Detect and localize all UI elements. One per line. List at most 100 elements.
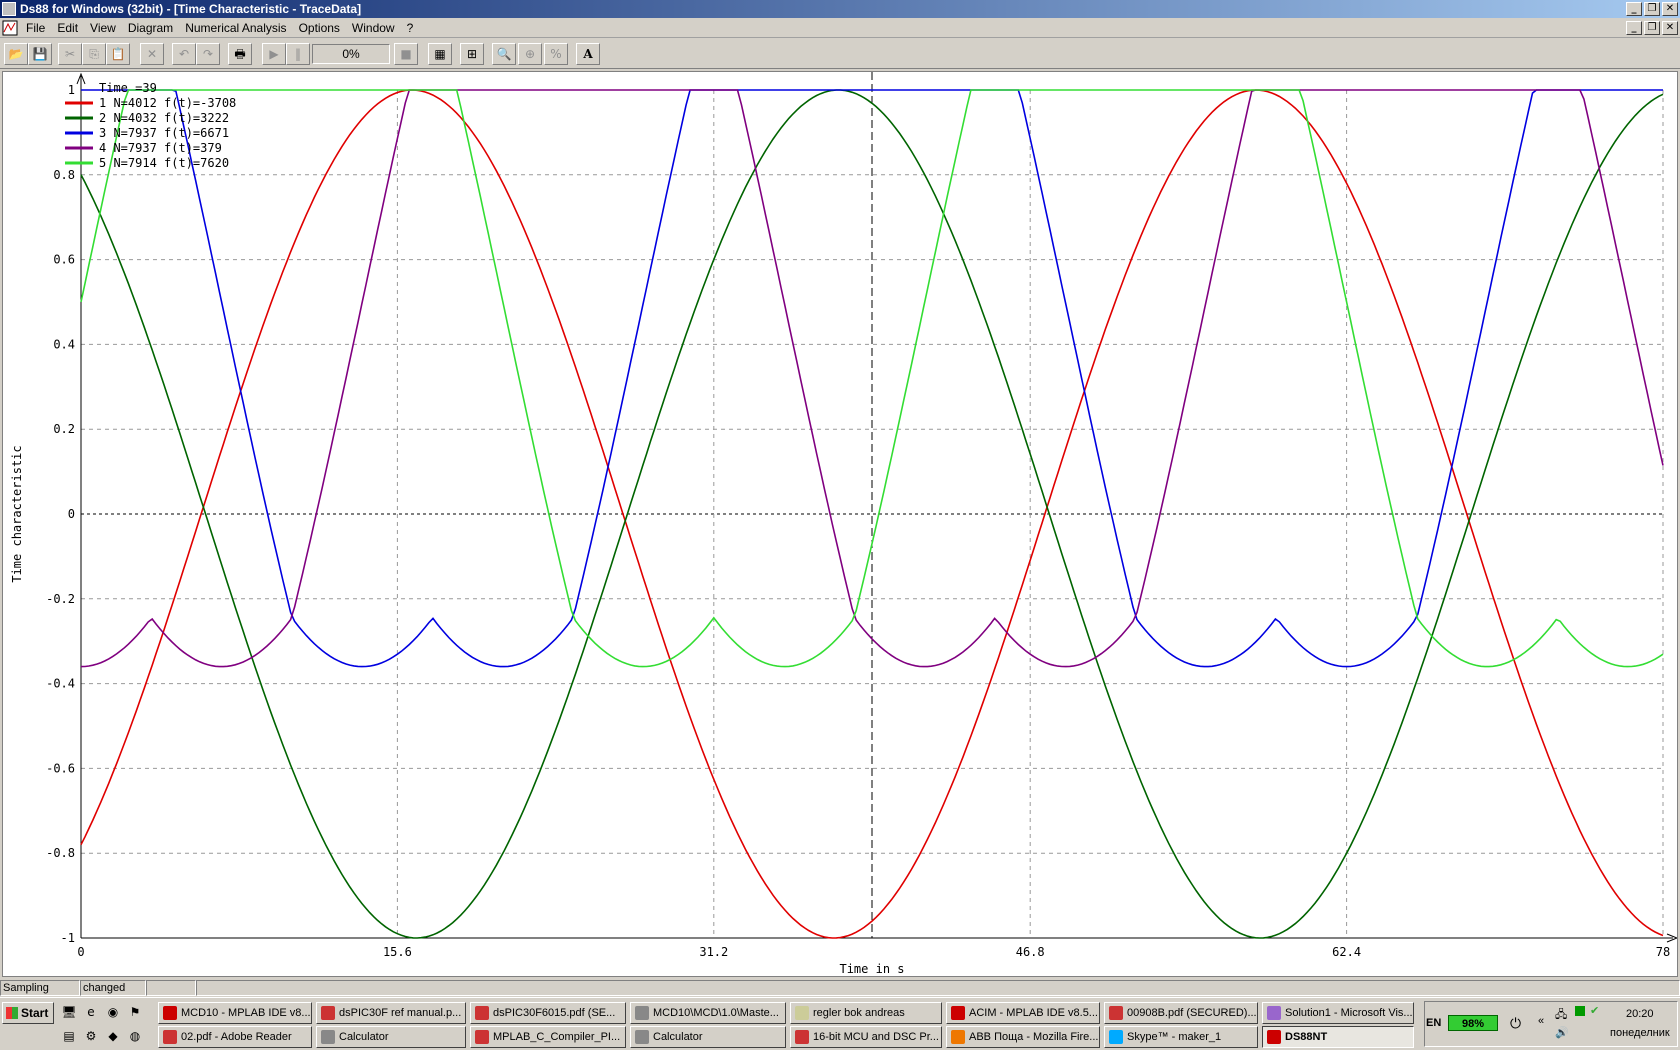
- volume-icon[interactable]: 🔊: [1555, 1027, 1569, 1039]
- taskbar-button[interactable]: dsPIC30F ref manual.p...: [316, 1002, 466, 1024]
- minimize-button[interactable]: _: [1626, 2, 1642, 16]
- taskbar-button[interactable]: Skype™ - maker_1: [1104, 1026, 1258, 1048]
- taskbar-button[interactable]: ABB Поща - Mozilla Fire...: [946, 1026, 1100, 1048]
- task-app-icon: [951, 1030, 965, 1044]
- task-app-icon: [475, 1030, 489, 1044]
- redo-icon[interactable]: ↷: [196, 43, 220, 65]
- open-icon[interactable]: 📂: [4, 43, 28, 65]
- taskbar-button[interactable]: 02.pdf - Adobe Reader: [158, 1026, 312, 1048]
- doc-minimize-button[interactable]: _: [1626, 21, 1642, 35]
- axis-icon[interactable]: ⊞: [460, 43, 484, 65]
- menu-numerical-analysis[interactable]: Numerical Analysis: [185, 21, 287, 35]
- task-app-icon: [1267, 1030, 1281, 1044]
- task-app-icon: [163, 1006, 177, 1020]
- taskbar-button[interactable]: ACIM - MPLAB IDE v8.5...: [946, 1002, 1100, 1024]
- quicklaunch-ie-icon[interactable]: e: [87, 1005, 95, 1019]
- x-axis-arrow: [1666, 933, 1677, 943]
- time-characteristic-chart[interactable]: -1 -0.8 -0.6 -0.4 -0.2 0 0.2 0.4 0.6 0.8 1 0 15.6 31.…: [3, 72, 1677, 976]
- battery-indicator[interactable]: 98%: [1448, 1015, 1498, 1031]
- menu-options[interactable]: Options: [298, 21, 340, 35]
- taskbar-button[interactable]: Solution1 - Microsoft Vis...: [1262, 1002, 1414, 1024]
- start-button[interactable]: Start: [2, 1002, 54, 1024]
- x-tick-label: 46.8: [1016, 945, 1045, 959]
- y-tick-label: 0.4: [53, 337, 75, 351]
- quicklaunch-disk-icon[interactable]: ◆: [108, 1029, 118, 1043]
- power-icon[interactable]: ⏻: [1510, 1015, 1522, 1031]
- series-line-4: [80, 89, 1664, 668]
- x-tick-label: 0: [77, 945, 84, 959]
- quicklaunch-firefox-icon[interactable]: ◉: [107, 1005, 119, 1019]
- series-line-1: [80, 89, 1664, 939]
- paste-icon[interactable]: 📋: [106, 43, 130, 65]
- taskbar-button[interactable]: MPLAB_C_Compiler_PI...: [470, 1026, 626, 1048]
- x-tick-label: 62.4: [1332, 945, 1361, 959]
- quicklaunch-flag-icon[interactable]: ⚑: [129, 1005, 141, 1019]
- status-icon[interactable]: [1575, 1006, 1585, 1016]
- copy-icon[interactable]: ⎘: [82, 43, 106, 65]
- y-tick-label: 0.8: [53, 168, 75, 182]
- zoom-100-icon[interactable]: %: [544, 43, 568, 65]
- quicklaunch-calc-icon[interactable]: ▤: [63, 1029, 75, 1043]
- undo-icon[interactable]: ↶: [172, 43, 196, 65]
- taskbar-button[interactable]: 16-bit MCU and DSC Pr...: [790, 1026, 942, 1048]
- print-icon[interactable]: 🖶: [228, 43, 252, 65]
- save-icon[interactable]: 💾: [28, 43, 52, 65]
- menu-edit[interactable]: Edit: [57, 21, 79, 35]
- doc-restore-button[interactable]: ❐: [1644, 21, 1660, 35]
- quicklaunch-media-icon[interactable]: ◍: [129, 1029, 141, 1043]
- font-icon[interactable]: A: [576, 43, 600, 65]
- taskbar-button[interactable]: regler bok andreas: [790, 1002, 942, 1024]
- task-app-icon: [795, 1006, 809, 1020]
- menu-diagram[interactable]: Diagram: [127, 21, 174, 35]
- zoom-icon[interactable]: 🔍: [492, 43, 516, 65]
- stop-icon[interactable]: ■: [394, 43, 418, 65]
- taskbar-button[interactable]: MCD10 - MPLAB IDE v8...: [158, 1002, 312, 1024]
- legend-entry: 5 N=7914 f(t)=7620: [99, 156, 229, 170]
- language-indicator[interactable]: EN: [1426, 1017, 1442, 1029]
- taskbar-button[interactable]: Calculator: [630, 1026, 786, 1048]
- task-label: 02.pdf - Adobe Reader: [181, 1031, 292, 1043]
- delete-icon[interactable]: ✕: [140, 43, 164, 65]
- progress-indicator: 0%: [312, 44, 390, 64]
- task-app-icon: [951, 1006, 965, 1020]
- title-bar: Ds88 for Windows (32bit) - [Time Charact…: [0, 0, 1680, 18]
- tray-expand-icon[interactable]: «: [1538, 1015, 1545, 1027]
- doc-close-button[interactable]: ✕: [1662, 21, 1678, 35]
- y-tick-label: -0.8: [46, 846, 75, 860]
- task-app-icon: [1267, 1006, 1281, 1020]
- taskbar-button[interactable]: 00908B.pdf (SECURED)...: [1104, 1002, 1258, 1024]
- status-main: [196, 980, 1680, 996]
- close-button[interactable]: ✕: [1662, 2, 1678, 16]
- clock-time[interactable]: 20:20: [1626, 1008, 1654, 1020]
- taskbar-button[interactable]: Calculator: [316, 1026, 466, 1048]
- zoom-in-icon[interactable]: ⊕: [518, 43, 542, 65]
- grid-icon[interactable]: ▦: [428, 43, 452, 65]
- menu-file[interactable]: File: [26, 21, 46, 35]
- document-icon[interactable]: [2, 20, 18, 36]
- taskbar: Start 🖥 e ◉ ⚑ ▤ ⚙ ◆ ◍ EN 98% ⏻ « 🖧 ✔ 🔊 2…: [0, 997, 1680, 1050]
- menu-window[interactable]: Window: [351, 21, 395, 35]
- restore-button[interactable]: ❐: [1644, 2, 1660, 16]
- app-icon[interactable]: [2, 2, 16, 16]
- skype-icon[interactable]: ✔: [1590, 1005, 1600, 1017]
- y-tick-label: -0.4: [46, 677, 75, 691]
- status-sampling: Sampling: [0, 980, 80, 996]
- taskbar-button[interactable]: MCD10\MCD\1.0\Maste...: [630, 1002, 786, 1024]
- cut-icon[interactable]: ✂: [58, 43, 82, 65]
- toolbar: 📂 💾 ✂ ⎘ 📋 ✕ ↶ ↷ 🖶 ▶ ‖ 0% ■ ▦ ⊞ 🔍 ⊕ % A: [0, 39, 1680, 69]
- taskbar-button[interactable]: DS88NT: [1262, 1026, 1414, 1048]
- task-app-icon: [475, 1006, 489, 1020]
- quicklaunch-tool-icon[interactable]: ⚙: [85, 1029, 97, 1043]
- menu-help[interactable]: ?: [406, 21, 414, 35]
- taskbar-button[interactable]: dsPIC30F6015.pdf (SE...: [470, 1002, 626, 1024]
- pause-icon[interactable]: ‖: [286, 43, 310, 65]
- quicklaunch-desktop-icon[interactable]: 🖥: [61, 1005, 77, 1019]
- network-icon[interactable]: 🖧: [1555, 1009, 1568, 1021]
- task-app-icon: [635, 1030, 649, 1044]
- menu-bar: File Edit View Diagram Numerical Analysi…: [0, 18, 1680, 38]
- menu-view[interactable]: View: [90, 21, 116, 35]
- task-label: ACIM - MPLAB IDE v8.5...: [969, 1007, 1098, 1019]
- task-app-icon: [635, 1006, 649, 1020]
- chart-area[interactable]: -1 -0.8 -0.6 -0.4 -0.2 0 0.2 0.4 0.6 0.8 1 0 15.6 31.…: [2, 71, 1678, 977]
- play-icon[interactable]: ▶: [262, 43, 286, 65]
